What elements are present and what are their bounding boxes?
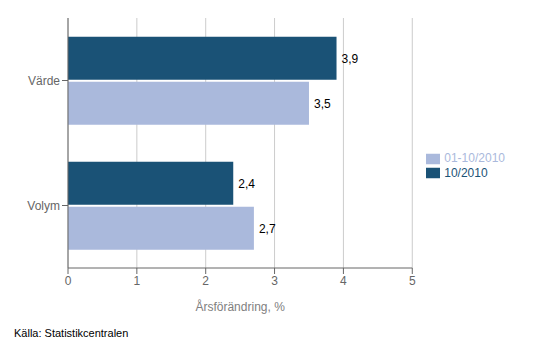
svg-text:5: 5: [409, 274, 416, 288]
svg-text:1: 1: [134, 274, 141, 288]
svg-text:3,9: 3,9: [342, 52, 359, 66]
svg-text:Värde: Värde: [28, 74, 60, 88]
svg-text:2,7: 2,7: [259, 222, 276, 236]
svg-text:3: 3: [271, 274, 278, 288]
svg-text:4: 4: [340, 274, 347, 288]
svg-text:Volym: Volym: [27, 199, 60, 213]
svg-text:0: 0: [65, 274, 72, 288]
svg-text:3,5: 3,5: [314, 97, 331, 111]
html-text:10/2010: 10/2010: [444, 165, 488, 180]
svg-text:2: 2: [202, 274, 209, 288]
svg-text:2,4: 2,4: [238, 177, 255, 191]
html-text:Källa: Statistikcentralen: Källa: Statistikcentralen: [14, 327, 129, 339]
svg-text:Årsförändring, %: Årsförändring, %: [195, 299, 285, 314]
html-text:01-10/2010: 01-10/2010: [444, 150, 505, 165]
